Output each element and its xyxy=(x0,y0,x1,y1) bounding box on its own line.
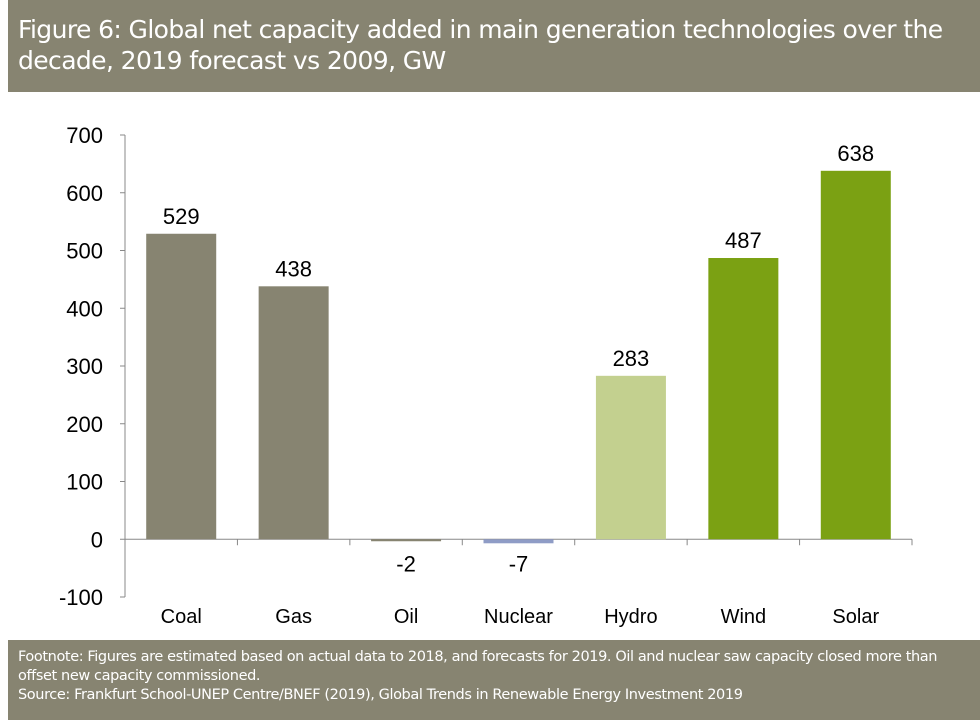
bar-hydro xyxy=(595,375,666,540)
y-tick-label: 500 xyxy=(66,239,103,264)
data-label: 487 xyxy=(725,228,762,253)
bar-nuclear xyxy=(483,539,554,544)
y-tick-label: 600 xyxy=(66,181,103,206)
data-label: -7 xyxy=(509,551,529,576)
bar-coal xyxy=(146,233,217,540)
y-tick-label: 300 xyxy=(66,354,103,379)
y-tick-label: 400 xyxy=(66,296,103,321)
bar-gas xyxy=(258,286,329,540)
bar-wind xyxy=(708,258,779,540)
data-label: 283 xyxy=(613,346,650,371)
bar-solar xyxy=(820,170,891,540)
x-tick-label: Gas xyxy=(275,606,312,628)
x-tick-label: Solar xyxy=(832,606,879,628)
chart-title: Figure 6: Global net capacity added in m… xyxy=(8,0,980,92)
data-label: -2 xyxy=(396,551,416,576)
y-tick-label: 0 xyxy=(91,527,103,552)
x-tick-label: Wind xyxy=(721,606,767,628)
x-tick-label: Coal xyxy=(161,606,202,628)
data-label: 438 xyxy=(275,256,312,281)
y-tick-label: -100 xyxy=(59,585,103,610)
x-tick-label: Hydro xyxy=(604,606,657,628)
x-tick-label: Nuclear xyxy=(484,606,553,628)
y-tick-label: 200 xyxy=(66,412,103,437)
x-tick-label: Oil xyxy=(394,606,418,628)
footer: Footnote: Figures are estimated based on… xyxy=(8,640,980,720)
data-label: 529 xyxy=(163,204,200,229)
y-tick-label: 100 xyxy=(66,470,103,495)
y-tick-label: 700 xyxy=(66,123,103,148)
bar-oil xyxy=(371,539,442,542)
footnote: Footnote: Figures are estimated based on… xyxy=(18,649,938,684)
data-label: 638 xyxy=(837,141,874,166)
source: Source: Frankfurt School-UNEP Centre/BNE… xyxy=(18,687,743,703)
